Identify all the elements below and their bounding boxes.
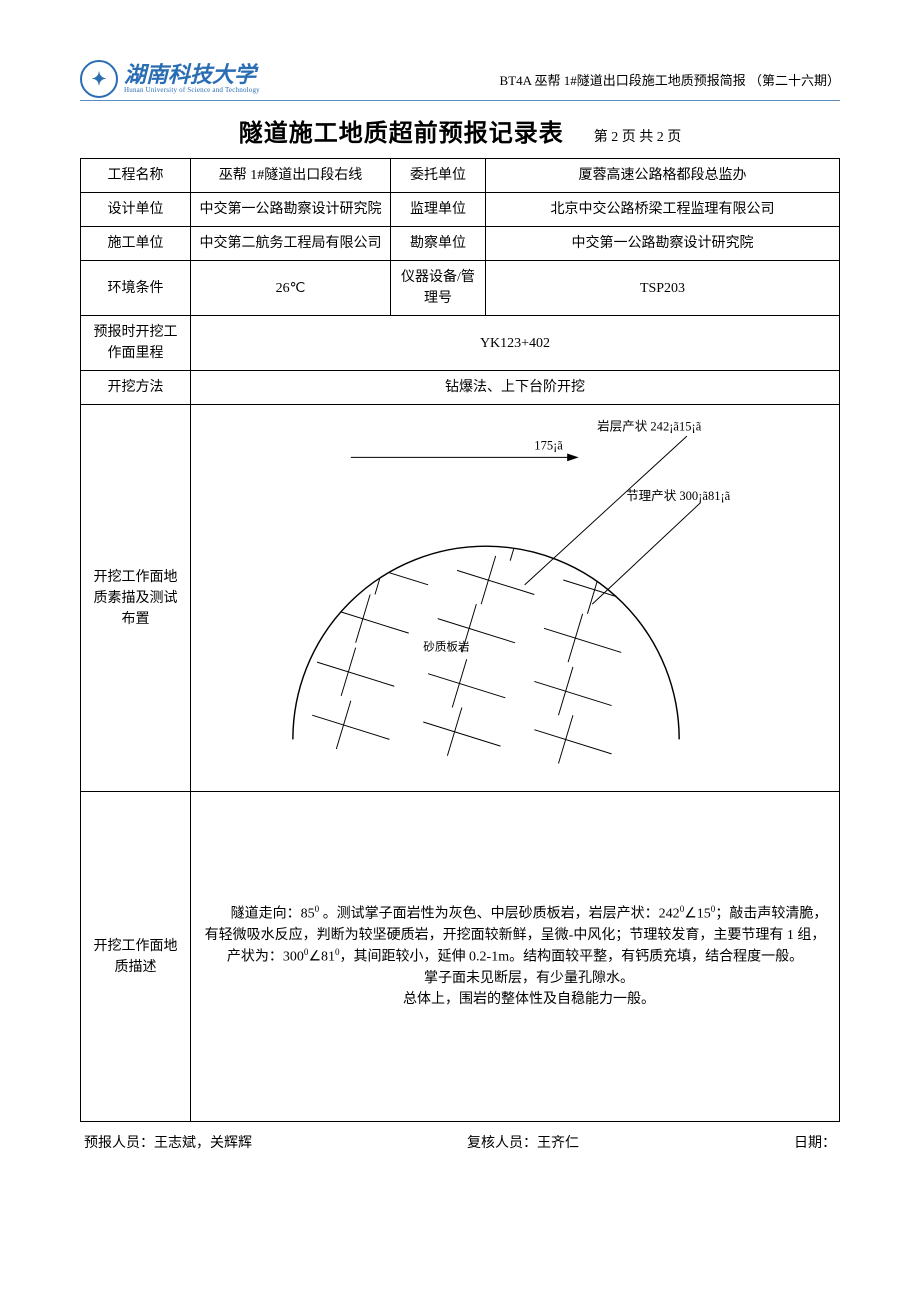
footer-row: 预报人员：王志斌，关辉辉 复核人员：王齐仁 日期： xyxy=(80,1132,840,1152)
cell-value: 26℃ xyxy=(191,261,391,316)
cell-label: 开挖方法 xyxy=(81,371,191,405)
page-title: 隧道施工地质超前预报记录表 xyxy=(239,113,564,148)
cell-value: 中交第一公路勘察设计研究院 xyxy=(191,193,391,227)
cell-label: 开挖工作面地质素描及测试布置 xyxy=(81,405,191,792)
cell-label: 环境条件 xyxy=(81,261,191,316)
cell-value: 厦蓉高速公路格都段总监办 xyxy=(486,159,840,193)
table-row: 环境条件 26℃ 仪器设备/管理号 TSP203 xyxy=(81,261,840,316)
desc-paragraph: 总体上，围岩的整体性及自稳能力一般。 xyxy=(199,989,831,1010)
logo-cn: 湖南科技大学 xyxy=(124,63,260,87)
cell-value: 中交第二航务工程局有限公司 xyxy=(191,227,391,261)
svg-text:节理产状 300¡ã81¡ã: 节理产状 300¡ã81¡ã xyxy=(626,489,731,503)
desc-paragraph: 隧道走向：850 。测试掌子面岩性为灰色、中层砂质板岩，岩层产状：2420∠15… xyxy=(199,903,831,967)
title-row: 隧道施工地质超前预报记录表 第 2 页 共 2 页 xyxy=(80,113,840,148)
cell-label: 勘察单位 xyxy=(391,227,486,261)
svg-text:175¡ã: 175¡ã xyxy=(534,439,563,453)
svg-text:砂质板岩: 砂质板岩 xyxy=(423,640,469,654)
logo-text: 湖南科技大学 Hunan University of Science and T… xyxy=(124,63,260,95)
review-personnel: 复核人员：王齐仁 xyxy=(467,1132,579,1152)
record-table: 工程名称 巫帮 1#隧道出口段右线 委托单位 厦蓉高速公路格都段总监办 设计单位… xyxy=(80,158,840,1122)
desc-paragraph: 掌子面未见断层，有少量孔隙水。 xyxy=(199,968,831,989)
cell-value: 中交第一公路勘察设计研究院 xyxy=(486,227,840,261)
logo-en: Hunan University of Science and Technolo… xyxy=(124,87,260,95)
table-row: 工程名称 巫帮 1#隧道出口段右线 委托单位 厦蓉高速公路格都段总监办 xyxy=(81,159,840,193)
table-row: 预报时开挖工作面里程 YK123+402 xyxy=(81,316,840,371)
cell-label: 施工单位 xyxy=(81,227,191,261)
cell-value: 钻爆法、上下台阶开挖 xyxy=(191,371,840,405)
cell-value: YK123+402 xyxy=(191,316,840,371)
cell-label: 设计单位 xyxy=(81,193,191,227)
cell-value: TSP203 xyxy=(486,261,840,316)
table-row: 施工单位 中交第二航务工程局有限公司 勘察单位 中交第一公路勘察设计研究院 xyxy=(81,227,840,261)
geology-description: 隧道走向：850 。测试掌子面岩性为灰色、中层砂质板岩，岩层产状：2420∠15… xyxy=(191,792,840,1122)
cell-label: 监理单位 xyxy=(391,193,486,227)
university-logo: ✦ 湖南科技大学 Hunan University of Science and… xyxy=(80,60,260,98)
cell-value: 北京中交公路桥梁工程监理有限公司 xyxy=(486,193,840,227)
page-number: 第 2 页 共 2 页 xyxy=(594,126,682,146)
cell-label: 工程名称 xyxy=(81,159,191,193)
header-subtitle: BT4A 巫帮 1#隧道出口段施工地质预报简报 （第二十六期） xyxy=(499,70,840,89)
svg-text:岩层产状 242¡ã15¡ã: 岩层产状 242¡ã15¡ã xyxy=(597,419,702,433)
forecast-personnel: 预报人员：王志斌，关辉辉 xyxy=(84,1132,252,1152)
cell-label: 预报时开挖工作面里程 xyxy=(81,316,191,371)
table-row: 开挖方法 钻爆法、上下台阶开挖 xyxy=(81,371,840,405)
geology-sketch-svg: 175¡ã 岩层产状 242¡ã15¡ã 节理产状 300¡ã81¡ã 砂质板岩 xyxy=(199,411,831,778)
cell-label: 开挖工作面地质描述 xyxy=(81,792,191,1122)
cell-label: 仪器设备/管理号 xyxy=(391,261,486,316)
table-row: 设计单位 中交第一公路勘察设计研究院 监理单位 北京中交公路桥梁工程监理有限公司 xyxy=(81,193,840,227)
page-header: ✦ 湖南科技大学 Hunan University of Science and… xyxy=(80,60,840,101)
geology-sketch-cell: 175¡ã 岩层产状 242¡ã15¡ã 节理产状 300¡ã81¡ã 砂质板岩 xyxy=(191,405,840,792)
table-row: 开挖工作面地质素描及测试布置 175¡ã 岩层产状 242¡ã15¡ã 节理产状 3… xyxy=(81,405,840,792)
table-row: 开挖工作面地质描述 隧道走向：850 。测试掌子面岩性为灰色、中层砂质板岩，岩层… xyxy=(81,792,840,1122)
logo-mark-icon: ✦ xyxy=(80,60,118,98)
cell-label: 委托单位 xyxy=(391,159,486,193)
date-field: 日期： xyxy=(794,1132,836,1152)
cell-value: 巫帮 1#隧道出口段右线 xyxy=(191,159,391,193)
